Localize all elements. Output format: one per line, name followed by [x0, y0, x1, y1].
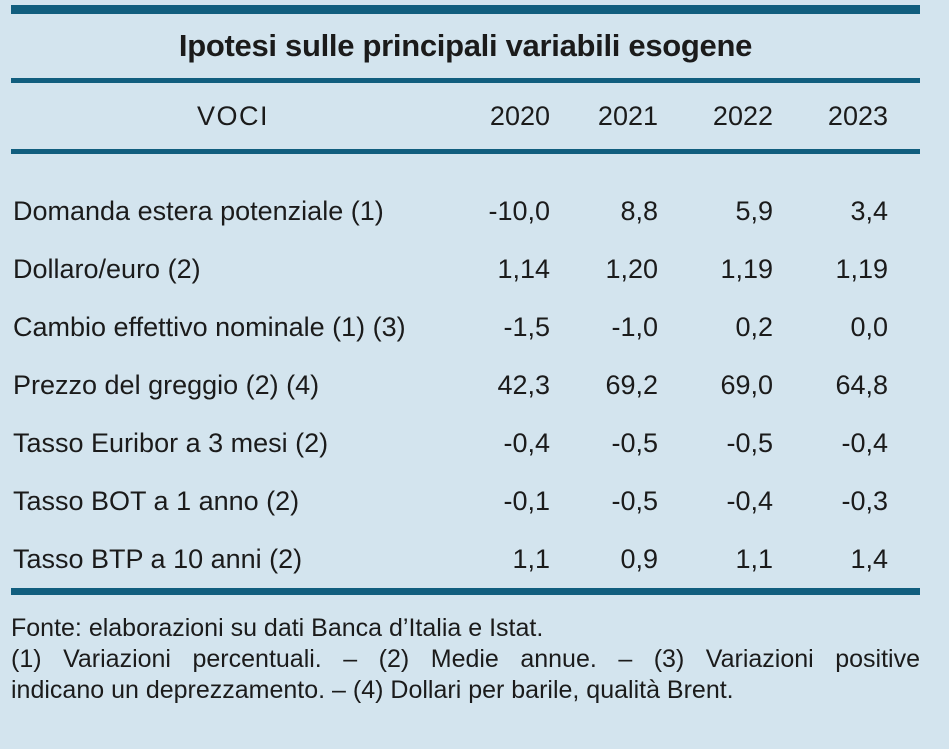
- top-rule: [11, 5, 920, 14]
- row-value: -0,5: [611, 485, 658, 516]
- column-header-2021: 2021: [597, 100, 658, 131]
- table-row: Prezzo del greggio (2) (4) 42,3 69,2 69,0 64…: [11, 356, 920, 414]
- row-label: Tasso BTP a 10 anni (2): [13, 543, 303, 574]
- row-value: -0,5: [726, 427, 773, 458]
- row-value: 69,0: [720, 369, 773, 400]
- row-value: 64,8: [835, 369, 888, 400]
- row-value: -1,5: [503, 311, 550, 342]
- row-value: 69,2: [605, 369, 658, 400]
- row-value: 8,8: [620, 195, 658, 226]
- table-header-row: VOCI 2020 2021 2022 2023: [11, 83, 920, 149]
- row-label: Dollaro/euro (2): [13, 253, 201, 284]
- row-value: 0,9: [620, 543, 658, 574]
- bottom-rule: [11, 588, 920, 595]
- row-value: 1,4: [850, 543, 888, 574]
- table-row: Dollaro/euro (2) 1,14 1,20 1,19 1,19: [11, 240, 920, 298]
- table-row: Tasso BTP a 10 anni (2) 1,1 0,9 1,1 1,4: [11, 530, 920, 588]
- row-value: 1,1: [512, 543, 550, 574]
- row-value: -0,1: [503, 485, 550, 516]
- table-row: Tasso BOT a 1 anno (2) -0,1 -0,5 -0,4 -0,3: [11, 472, 920, 530]
- row-value: 1,14: [497, 253, 550, 284]
- row-value: 0,2: [735, 311, 773, 342]
- row-label: Tasso BOT a 1 anno (2): [13, 485, 300, 516]
- row-value: 1,20: [605, 253, 658, 284]
- column-header-2023: 2023: [827, 100, 888, 131]
- row-value: 0,0: [850, 311, 888, 342]
- row-value: -0,4: [503, 427, 550, 458]
- table-row: Cambio effettivo nominale (1) (3) -1,5 -1,…: [11, 298, 920, 356]
- table-title: Ipotesi sulle principali variabili esoge…: [178, 28, 753, 63]
- column-header-2022: 2022: [712, 100, 773, 131]
- row-label: Cambio effettivo nominale (1) (3): [13, 311, 406, 342]
- row-value: -1,0: [611, 311, 658, 342]
- row-value: -10,0: [488, 195, 550, 226]
- row-value: 3,4: [850, 195, 888, 226]
- title-row: Ipotesi sulle principali variabili esoge…: [11, 14, 920, 78]
- table-body: Domanda estera potenziale (1) -10,0 8,8 5,9…: [11, 154, 920, 588]
- table-row: Tasso Euribor a 3 mesi (2) -0,4 -0,5 -0,5 -0…: [11, 414, 920, 472]
- row-value: -0,3: [841, 485, 888, 516]
- row-value: 1,19: [835, 253, 888, 284]
- row-value: -0,4: [726, 485, 773, 516]
- column-header-2020: 2020: [489, 100, 550, 131]
- header-divider-rule: [11, 149, 920, 154]
- footnote-line-1: (1) Variazioni percentuali. – (2) Medie …: [11, 645, 920, 673]
- row-value: 1,19: [720, 253, 773, 284]
- footnote-line-2: indicano un deprezzamento. – (4) Dollari…: [11, 676, 734, 704]
- footnotes-block: Fonte: elaborazioni su dati Banca d’Ital…: [11, 613, 920, 706]
- row-label: Prezzo del greggio (2) (4): [13, 369, 320, 400]
- row-value: -0,5: [611, 427, 658, 458]
- row-label: Domanda estera potenziale (1): [13, 195, 384, 226]
- row-label: Tasso Euribor a 3 mesi (2): [13, 427, 329, 458]
- source-note: Fonte: elaborazioni su dati Banca d’Ital…: [11, 614, 544, 642]
- table-row: Domanda estera potenziale (1) -10,0 8,8 5,9…: [11, 182, 920, 240]
- row-value: 5,9: [735, 195, 773, 226]
- exogenous-variables-table-figure: Ipotesi sulle principali variabili esoge…: [11, 5, 920, 706]
- column-header-voci: VOCI: [196, 100, 269, 131]
- row-value: -0,4: [841, 427, 888, 458]
- row-value: 42,3: [497, 369, 550, 400]
- title-divider-rule: [11, 78, 920, 83]
- row-value: 1,1: [735, 543, 773, 574]
